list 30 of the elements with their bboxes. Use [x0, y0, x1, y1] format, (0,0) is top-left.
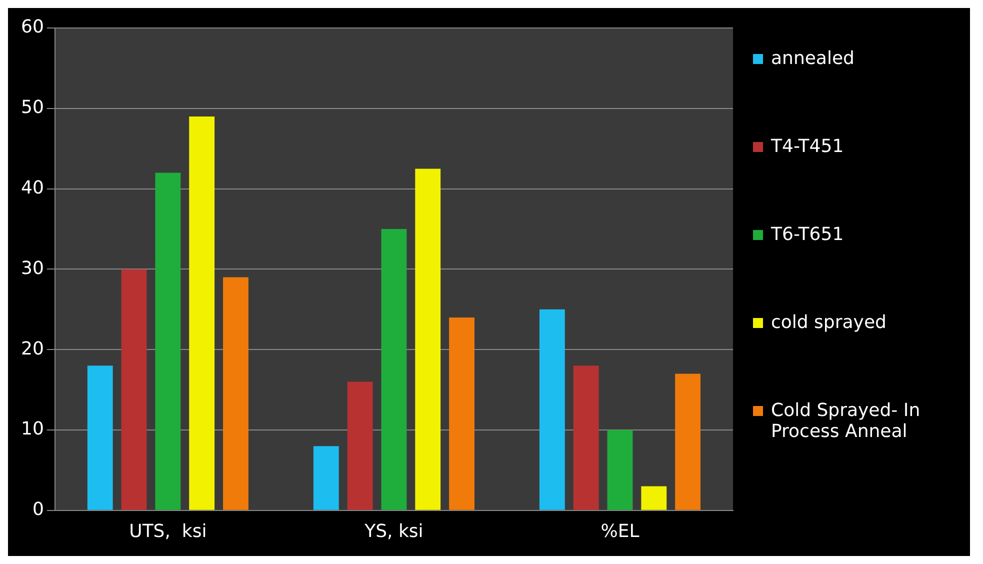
legend-label: T4-T451 [771, 136, 844, 157]
bar [607, 430, 633, 510]
bar [347, 382, 373, 510]
bar [381, 229, 407, 510]
bar [539, 309, 565, 510]
legend-label: Cold Sprayed- In Process Anneal [771, 400, 922, 442]
bar [573, 366, 599, 510]
bar [415, 168, 441, 510]
bar [449, 317, 474, 510]
legend-label: T6-T651 [771, 224, 844, 245]
legend-label: cold sprayed [771, 312, 886, 333]
bar [189, 116, 215, 510]
bar [641, 486, 667, 510]
x-tick-label: %EL [600, 520, 640, 542]
y-tick-label: 40 [21, 177, 44, 198]
legend-label: annealed [771, 48, 854, 69]
x-tick-label: YS, ksi [364, 520, 424, 542]
y-tick-label: 60 [21, 16, 44, 38]
bar [155, 172, 181, 510]
y-tick-label: 0 [32, 499, 44, 520]
bar [313, 446, 339, 510]
y-tick-label: 30 [21, 258, 44, 279]
bar [87, 366, 113, 510]
y-tick-label: 10 [21, 418, 44, 440]
y-tick-label: 50 [21, 97, 44, 118]
x-tick-label: UTS, ksi [129, 520, 207, 542]
bar [675, 374, 701, 510]
bar [223, 277, 248, 510]
y-tick-label: 20 [21, 338, 44, 360]
bar [121, 269, 147, 510]
